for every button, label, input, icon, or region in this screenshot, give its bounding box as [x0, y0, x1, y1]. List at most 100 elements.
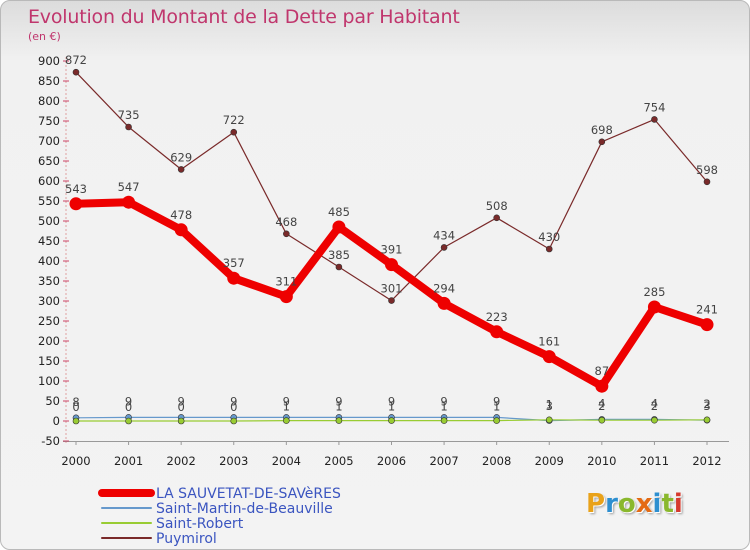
series-layer	[69, 68, 714, 425]
data-point	[493, 417, 500, 424]
data-label: 2	[598, 399, 605, 413]
x-tick-label: 2009	[535, 454, 564, 468]
data-point	[651, 416, 658, 424]
data-point	[493, 214, 500, 222]
x-tick-label: 2010	[587, 454, 616, 468]
data-label: 385	[328, 248, 350, 262]
data-point	[440, 244, 448, 251]
x-tick-label: 2012	[692, 454, 721, 468]
chart-title: Evolution du Montant de la Dette par Hab…	[28, 6, 460, 28]
data-point	[440, 417, 448, 424]
data-label: 223	[486, 310, 508, 324]
data-label: 311	[275, 275, 297, 289]
logo-letter: o	[617, 489, 636, 519]
data-label: 357	[223, 256, 245, 270]
data-label: 0	[125, 400, 132, 414]
y-tick-label: 650	[38, 154, 60, 168]
data-point	[125, 123, 132, 131]
data-label: 1	[335, 400, 342, 414]
data-label: 754	[643, 100, 665, 114]
data-point	[598, 416, 606, 424]
data-point	[332, 220, 346, 234]
data-label: 629	[170, 150, 192, 164]
series-saint-robert	[72, 416, 711, 425]
y-tick-label: 850	[38, 74, 60, 88]
data-label: 87	[595, 364, 610, 378]
series-la-sauvetat-de-save-res	[69, 195, 714, 393]
y-tick-label: 600	[38, 174, 60, 188]
y-tick-label: 0	[53, 414, 60, 428]
data-label: 4	[651, 396, 658, 410]
x-tick-label: 2007	[429, 454, 458, 468]
data-point	[598, 138, 606, 146]
data-point	[700, 318, 714, 332]
proxiti-logo: Proxiti	[586, 489, 683, 519]
data-point	[595, 379, 609, 393]
y-tick-label: 50	[45, 394, 60, 408]
x-tick-label: 2001	[114, 454, 143, 468]
x-tick-label: 2004	[272, 454, 301, 468]
y-tick-label: 250	[38, 314, 60, 328]
data-label: 2	[651, 399, 658, 413]
data-label: 735	[118, 108, 140, 122]
data-point	[279, 290, 293, 304]
x-tick-label: 2002	[167, 454, 196, 468]
data-point	[69, 197, 83, 211]
data-point	[177, 166, 185, 173]
data-label: 872	[65, 53, 87, 67]
data-point	[545, 416, 553, 424]
data-point	[703, 178, 711, 186]
data-label: 161	[538, 335, 560, 349]
data-label: 9	[493, 394, 500, 408]
data-label: 485	[328, 205, 350, 219]
data-point	[388, 297, 395, 304]
data-point	[647, 300, 661, 314]
y-tick-label: 550	[38, 194, 60, 208]
y-tick-label: 800	[38, 94, 60, 108]
axes: -500501001502002503003504004505005506006…	[38, 54, 729, 468]
data-label: 478	[170, 208, 192, 222]
data-label: 4	[598, 396, 605, 410]
data-point	[437, 296, 451, 310]
y-tick-label: 200	[38, 334, 60, 348]
x-tick-label: 2006	[377, 454, 406, 468]
data-label: 598	[696, 163, 718, 177]
logo-letter: P	[586, 489, 606, 519]
legend-label-saint-martin-de-beauville: Saint-Martin-de-Beauville	[156, 501, 333, 517]
logo-letter: t	[661, 489, 674, 519]
data-label: 294	[433, 281, 455, 295]
data-point	[651, 116, 658, 123]
data-label: 9	[125, 394, 132, 408]
logo-letter: r	[605, 489, 618, 519]
data-label: 8	[72, 395, 79, 409]
series-puymirol	[72, 68, 711, 304]
data-label: 547	[118, 180, 140, 194]
y-tick-label: 300	[38, 294, 60, 308]
data-label: 698	[591, 123, 613, 137]
data-point	[72, 68, 80, 76]
y-tick-label: 700	[38, 134, 60, 148]
data-label: 285	[643, 285, 665, 299]
data-point	[72, 417, 80, 425]
data-label: 1	[493, 400, 500, 414]
y-tick-label: 150	[38, 354, 60, 368]
data-label: 722	[223, 113, 245, 127]
y-tick-label: 900	[38, 54, 60, 68]
data-label: 0	[178, 400, 185, 414]
data-point	[385, 258, 398, 272]
data-point	[388, 417, 395, 424]
y-tick-label: 350	[38, 274, 60, 288]
data-label: 9	[335, 394, 342, 408]
data-label: 9	[230, 394, 237, 408]
x-tick-label: 2011	[640, 454, 669, 468]
data-point	[177, 417, 185, 425]
x-tick-label: 2000	[61, 454, 90, 468]
x-tick-label: 2008	[482, 454, 511, 468]
x-tick-label: 2005	[324, 454, 353, 468]
data-label: 0	[230, 400, 237, 414]
data-label: 1	[546, 398, 553, 412]
data-label: 468	[275, 215, 297, 229]
data-point	[227, 271, 241, 285]
data-label: 9	[283, 394, 290, 408]
